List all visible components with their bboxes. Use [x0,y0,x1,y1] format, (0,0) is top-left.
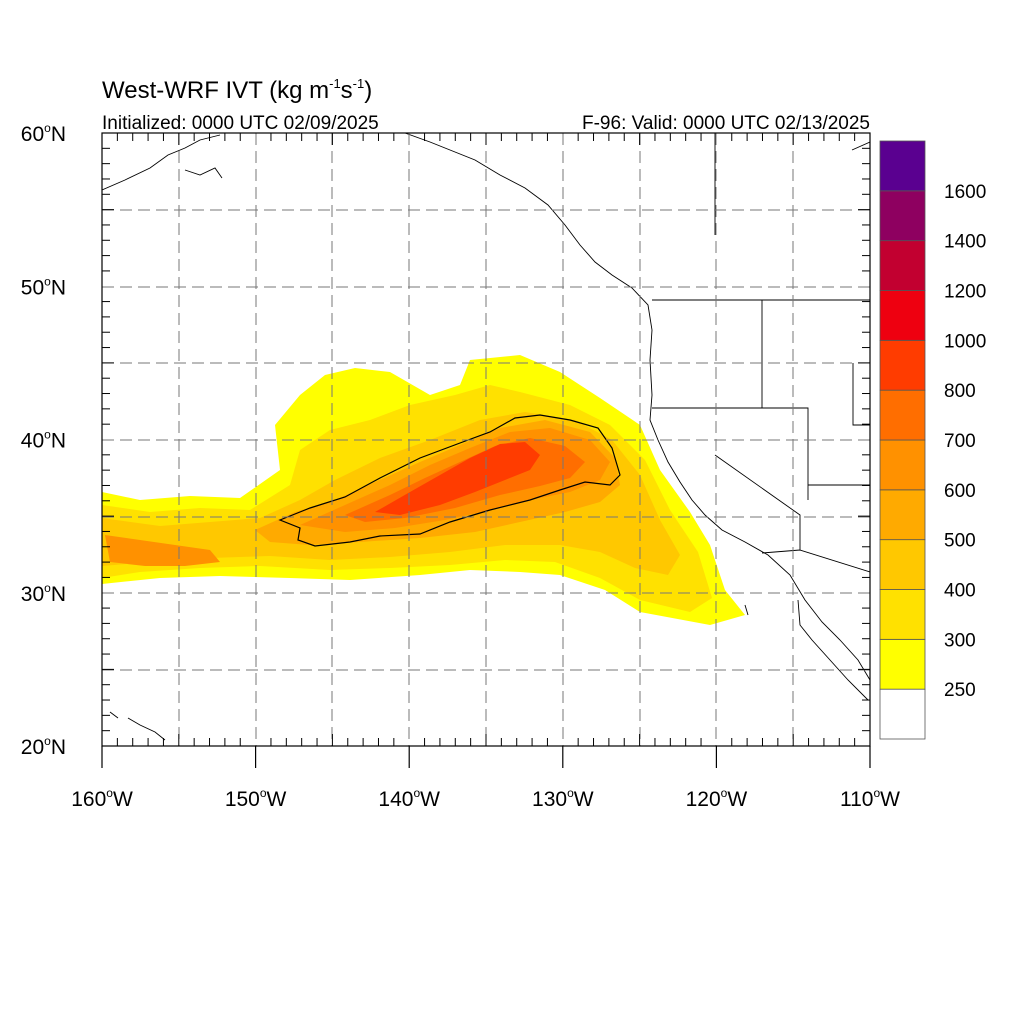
lon-tick-label: 160oW [71,786,133,811]
colorbar-label: 700 [944,431,976,452]
initialized-label: Initialized: 0000 UTC 02/09/2025 [102,113,379,134]
colorbar-segment [879,339,926,391]
lat-tick-label: 60oN [21,121,66,146]
lat-tick-label: 40oN [21,428,66,453]
colorbar-labels: 250 300 400 500 600 700 800 1000 1200 1400 1600 [944,182,986,701]
colorbar-segment [879,389,926,441]
ivt-contour-800 [375,442,540,515]
colorbar-segment [879,439,926,491]
gridlines [102,133,870,746]
colorbar-segment [879,489,926,541]
colorbar-segment [879,589,926,640]
colorbar-label: 300 [944,630,976,651]
colorbar-label: 1000 [944,331,986,352]
lat-tick-label: 50oN [21,274,66,299]
colorbar-segment [879,539,926,590]
colorbar-label: 250 [944,680,976,701]
colorbar-segment [879,140,926,192]
lon-tick-label: 120oW [686,786,748,811]
plot-area [102,133,870,746]
colorbar-label: 1400 [944,232,986,253]
ivt-field [102,355,745,625]
lat-tick-label: 30oN [21,581,66,606]
colorbar-segment [879,190,926,242]
valid-label: F-96: Valid: 0000 UTC 02/13/2025 [582,113,870,134]
axis-ticks [101,133,871,768]
colorbar-segment [879,638,926,690]
figure-title: West-WRF IVT (kg m-1s-1) [102,76,372,104]
lon-tick-label: 130oW [532,786,594,811]
ivt-contour-600-island [105,535,220,566]
lat-tick-label: 20oN [21,734,66,759]
colorbar-segment [879,290,926,341]
colorbar-label: 1600 [944,182,986,203]
colorbar-label: 500 [944,531,976,552]
colorbar-label: 400 [944,581,976,602]
colorbar-segment [879,688,926,740]
ivt-colorbar [879,140,926,740]
colorbar-label: 1200 [944,282,986,303]
colorbar-label: 800 [944,381,976,402]
longitude-labels: 160oW 150oW 140oW 130oW 120oW 110oW [71,786,900,811]
coastlines [102,133,870,741]
colorbar-label: 600 [944,481,976,502]
lon-tick-label: 150oW [225,786,287,811]
latitude-labels: 60oN 50oN 40oN 30oN 20oN [21,121,66,759]
lon-tick-label: 140oW [378,786,440,811]
colorbar-segment [879,240,926,291]
lon-tick-label: 110oW [840,786,900,811]
ivt-outline-contour [278,414,621,547]
state-borders [652,133,870,573]
